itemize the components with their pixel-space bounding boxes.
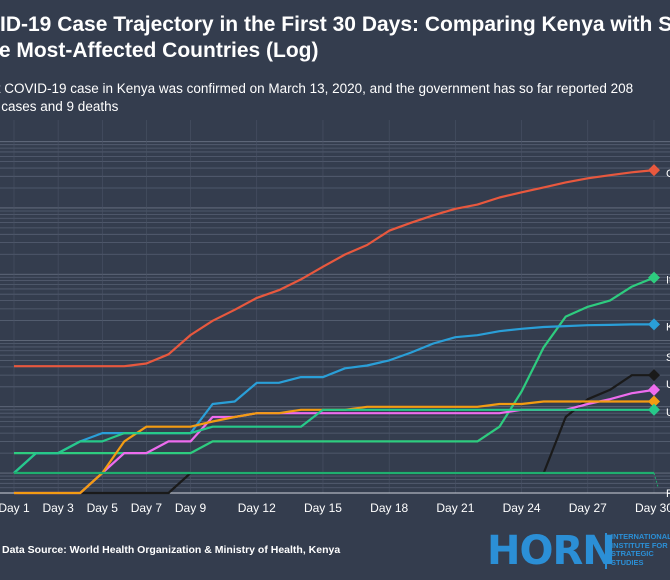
chart-series: C It K S U U F [13,164,670,500]
series-line-1 [14,276,655,455]
chart-title-line2: he Most-Affected Countries (Log) [0,39,319,62]
series-end-marker [648,395,660,408]
logo-line: INSTITUTE FOR [611,540,668,550]
x-tick-label: Day 30 [635,501,670,515]
line-chart: C It K S U U F Day 1 Day 3 Day 5 Day 7 Day 9 Day 12… [0,120,670,515]
chart-title-line1: VID-19 Case Trajectory in the First 30 D… [0,13,670,36]
x-tick-label: Day 24 [503,501,541,515]
series-end-marker [648,271,660,284]
x-tick-label: Day 5 [87,501,119,515]
x-tick-label: Day 15 [304,501,342,515]
x-tick-label: Day 3 [42,501,74,515]
series-label: F [666,488,670,500]
series-end-marker [648,383,660,396]
chart-grid [0,120,670,494]
logo-subtitle: INTERNATIONAL INSTITUTE FOR STRATEGIC ST… [611,532,670,567]
series-label: K [666,321,670,333]
chart-title: VID-19 Case Trajectory in the First 30 D… [0,12,670,64]
chart-subtitle-line2: e cases and 9 deaths [0,99,119,114]
x-axis: Day 1 Day 3 Day 5 Day 7 Day 9 Day 12 Day 15 Day… [0,501,670,515]
series-label: It [666,275,670,287]
logo-line: INTERNATIONAL [611,532,670,541]
logo-line: STUDIES [611,557,644,567]
series-label: S [666,352,670,364]
series-line-6 [13,408,654,474]
series-end-marker [648,403,660,416]
x-tick-label: Day 7 [131,501,163,515]
series-end-marker [648,318,660,331]
logo-divider [605,533,607,569]
chart-subtitle-line1: st COVID-19 case in Kenya was confirmed … [0,81,634,96]
logo-wordmark: HORN [487,528,616,574]
series-label: U [666,379,670,391]
x-tick-label: Day 12 [238,501,276,515]
x-tick-label: Day 9 [175,501,207,515]
x-tick-label: Day 1 [0,501,30,515]
data-source-note: Data Source: World Health Organization &… [2,544,341,556]
chart-subtitle: st COVID-19 case in Kenya was confirmed … [0,80,670,116]
series-line-0 [14,169,655,368]
series-label-leader [653,472,659,488]
x-tick-label: Day 27 [569,501,607,515]
x-tick-label: Day 18 [370,501,408,515]
series-line-2 [13,323,654,474]
series-label: C [666,168,670,180]
logo-line: STRATEGIC [611,549,654,559]
series-label: U [666,407,670,419]
series-end-marker [648,369,660,382]
x-tick-label: Day 21 [436,501,474,515]
series-end-marker [648,164,660,177]
